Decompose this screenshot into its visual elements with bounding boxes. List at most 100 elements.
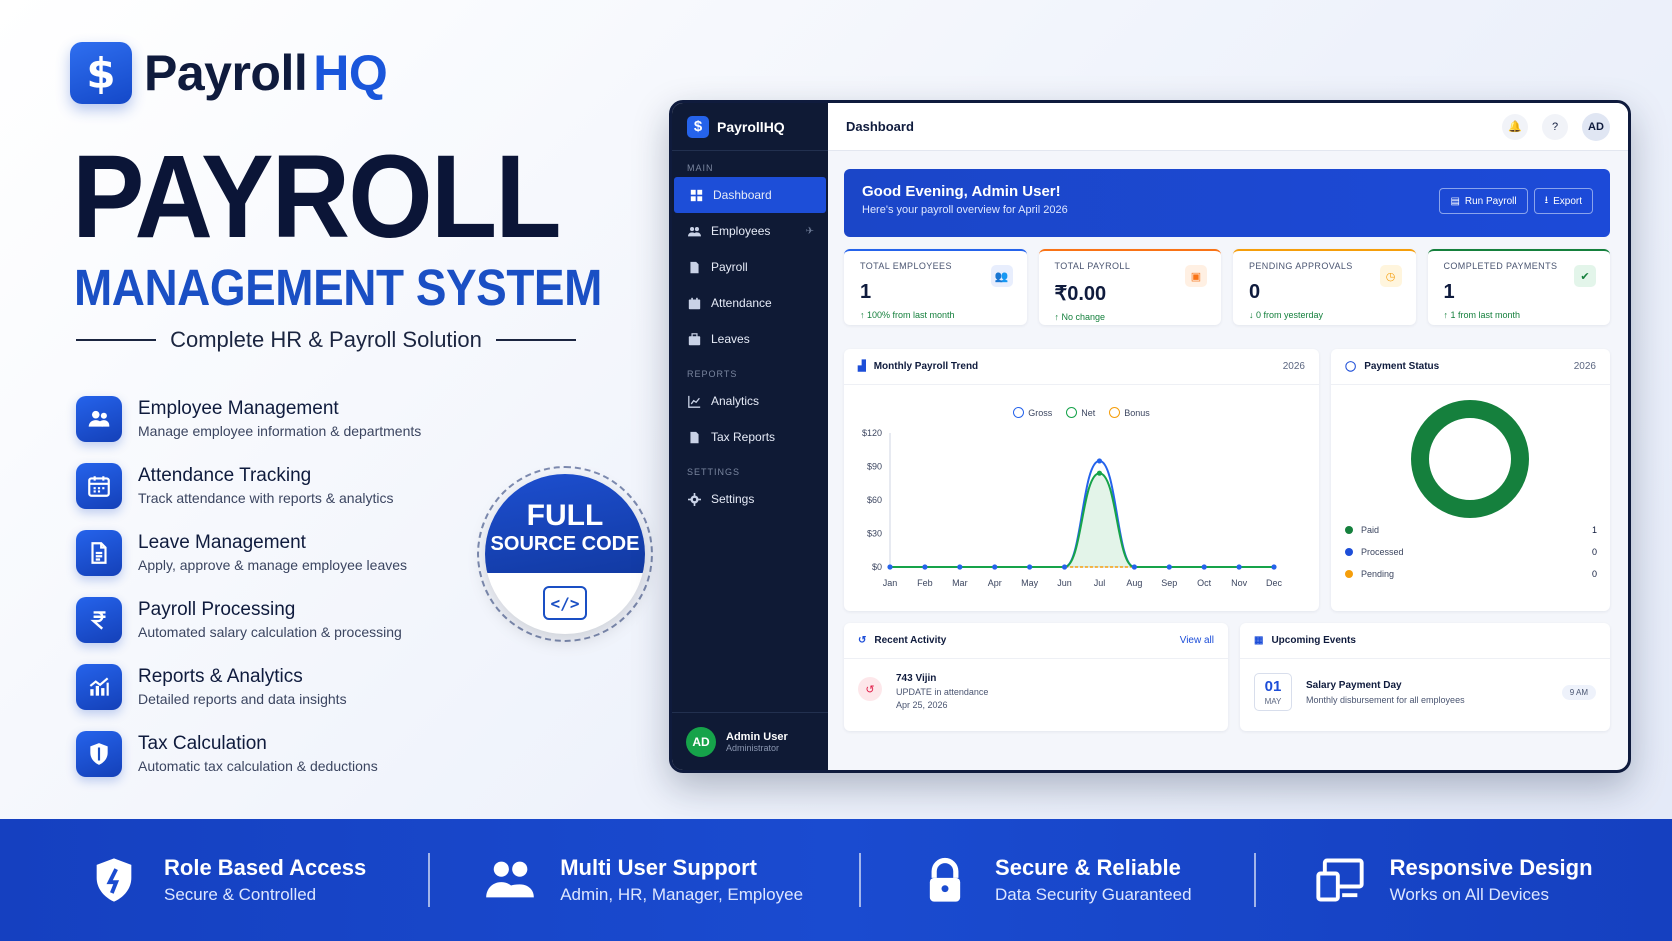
feature-desc: Manage employee information & department… [138, 422, 422, 439]
sidebar-item-dashboard[interactable]: Dashboard [674, 177, 826, 213]
feature-desc: Apply, approve & manage employee leaves [138, 556, 408, 573]
dollar-icon: $ [70, 42, 132, 104]
document-icon [690, 261, 699, 273]
feature-desc: Automated salary calculation & processin… [138, 623, 402, 640]
sidebar-item-label: Dashboard [713, 188, 772, 202]
feature-list: Employee Management Manage employee infor… [76, 385, 546, 787]
chart-icon [688, 395, 701, 408]
bottom-feature-title: Responsive Design [1389, 855, 1593, 880]
x-tick-label: Oct [1197, 578, 1212, 588]
feature-desc: Track attendance with reports & analytic… [138, 489, 394, 506]
sidebar-item-settings[interactable]: Settings [672, 481, 828, 517]
divider [428, 853, 431, 907]
x-tick-label: Apr [988, 578, 1002, 588]
status-value: 0 [1591, 547, 1597, 557]
badge-line1: FULL [526, 498, 604, 532]
sidebar-item-employees[interactable]: Employees ✈ [672, 213, 828, 249]
data-point-net[interactable] [1096, 470, 1103, 476]
sidebar-item-label: Analytics [711, 394, 760, 408]
rupee-icon [76, 596, 122, 643]
data-point-gross[interactable] [1027, 564, 1033, 570]
legend-item[interactable]: Net [1066, 407, 1095, 418]
recent-activity-card: ↺ Recent Activity View all ↺ 743 Vijin U… [844, 623, 1228, 731]
stat-card[interactable]: COMPLETED PAYMENTS 1 ↑ 1 from last month… [1427, 249, 1610, 325]
feature-item: Payroll Processing Automated salary calcu… [76, 586, 546, 653]
data-point-gross[interactable] [1061, 564, 1068, 570]
bottom-feature: Secure & Reliable Data Security Guarantee… [917, 853, 1192, 907]
sidebar-item-payroll[interactable]: Payroll [672, 249, 828, 285]
x-tick-label: Mar [952, 578, 968, 588]
sidebar-user[interactable]: AD Admin User Administrator [672, 712, 828, 770]
lock-icon [917, 852, 973, 908]
data-point-gross[interactable] [1166, 564, 1172, 570]
sidebar-item-tax-reports[interactable]: Tax Reports [672, 419, 828, 455]
sidebar-section-settings: SETTINGS [687, 467, 741, 477]
sidebar: $ PayrollHQ MAIN Dashboard Employees ✈ P… [672, 103, 828, 770]
stat-value: 1 [860, 281, 872, 303]
feature-desc: Automatic tax calculation & deductions [138, 757, 378, 774]
export-button[interactable]: ⭳ Export [1533, 188, 1593, 214]
status-value: 0 [1591, 569, 1597, 579]
data-point-gross[interactable] [992, 564, 998, 570]
divider [495, 339, 576, 341]
data-point-gross[interactable] [1236, 564, 1242, 570]
legend-item[interactable]: Gross [1013, 407, 1052, 418]
data-point-gross[interactable] [957, 564, 963, 570]
feature-desc: Detailed reports and data insights [138, 690, 347, 707]
bottom-feature: Multi User Support Admin, HR, Manager, Em… [482, 853, 803, 907]
stat-card[interactable]: TOTAL EMPLOYEES 1 ↑ 100% from last month… [844, 249, 1027, 325]
sidebar-brand[interactable]: $ PayrollHQ [672, 103, 828, 151]
status-value: 1 [1591, 525, 1597, 535]
status-row: Pending 0 [1345, 569, 1597, 579]
activity-item[interactable]: ↺ 743 Vijin UPDATE in attendance Apr 25,… [858, 673, 988, 710]
stat-card[interactable]: TOTAL PAYROLL ₹0.00 ↑ No change ▣ [1038, 249, 1221, 325]
sidebar-item-label: Leaves [711, 332, 750, 346]
shield-icon [86, 852, 142, 908]
run-payroll-button[interactable]: ▤ Run Payroll [1439, 188, 1528, 214]
activity-sub: UPDATE in attendance [896, 687, 989, 697]
bottom-feature-title: Role Based Access [164, 855, 367, 880]
document-icon [76, 529, 122, 576]
avatar[interactable]: AD [1582, 112, 1610, 141]
event-day: 01 [1264, 678, 1282, 695]
stat-label: PENDING APPROVALS [1249, 261, 1353, 271]
data-point-gross[interactable] [1096, 458, 1103, 464]
help-icon[interactable]: ? [1542, 113, 1568, 140]
payment-status-card: ◯ Payment Status 2026 Paid 1 Processed 0 P… [1331, 349, 1610, 611]
payroll-trend-card: ▟ Monthly Payroll Trend 2026 Gross Net B… [844, 349, 1319, 611]
event-item[interactable]: 01 MAY Salary Payment Day Monthly disbur… [1254, 673, 1596, 711]
data-point-gross[interactable] [1131, 564, 1137, 570]
hero-subtitle: MANAGEMENT SYSTEM [74, 259, 602, 316]
calendar-icon [76, 462, 122, 509]
status-row: Processed 0 [1345, 547, 1597, 557]
sidebar-item-leaves[interactable]: Leaves [672, 321, 828, 357]
stat-card[interactable]: PENDING APPROVALS 0 ↓ 0 from yesterday ◷ [1233, 249, 1416, 325]
export-label: Export [1553, 195, 1582, 207]
view-all-link[interactable]: View all [1179, 635, 1214, 646]
data-point-gross[interactable] [1271, 564, 1277, 570]
legend-item[interactable]: Bonus [1109, 407, 1150, 418]
feature-item: Employee Management Manage employee infor… [76, 385, 546, 452]
bell-icon[interactable]: 🔔 [1502, 113, 1528, 140]
x-tick-label: Dec [1266, 578, 1283, 588]
check-icon: ✔ [1574, 265, 1596, 287]
feature-title: Attendance Tracking [138, 464, 312, 486]
run-payroll-label: Run Payroll [1464, 195, 1517, 207]
sidebar-brand-name: PayrollHQ [717, 118, 785, 135]
stat-label: TOTAL PAYROLL [1054, 261, 1131, 271]
card-title: Upcoming Events [1271, 635, 1356, 646]
data-point-gross[interactable] [887, 564, 893, 570]
tagline-text: Complete HR & Payroll Solution [170, 327, 482, 352]
card-title: Monthly Payroll Trend [873, 361, 979, 372]
clock-icon: ◷ [1379, 265, 1402, 287]
feature-item: Attendance Tracking Track attendance with… [76, 452, 546, 519]
chart-icon [76, 663, 122, 710]
event-month: MAY [1264, 697, 1282, 706]
sidebar-item-analytics[interactable]: Analytics [672, 383, 828, 419]
feature-title: Leave Management [138, 531, 306, 553]
bottom-feature-band: Role Based Access Secure & Controlled Mul… [0, 819, 1672, 941]
data-point-gross[interactable] [922, 564, 928, 570]
data-point-gross[interactable] [1201, 564, 1207, 570]
sidebar-item-attendance[interactable]: Attendance [672, 285, 828, 321]
donut-ring-paid[interactable] [1411, 400, 1529, 518]
